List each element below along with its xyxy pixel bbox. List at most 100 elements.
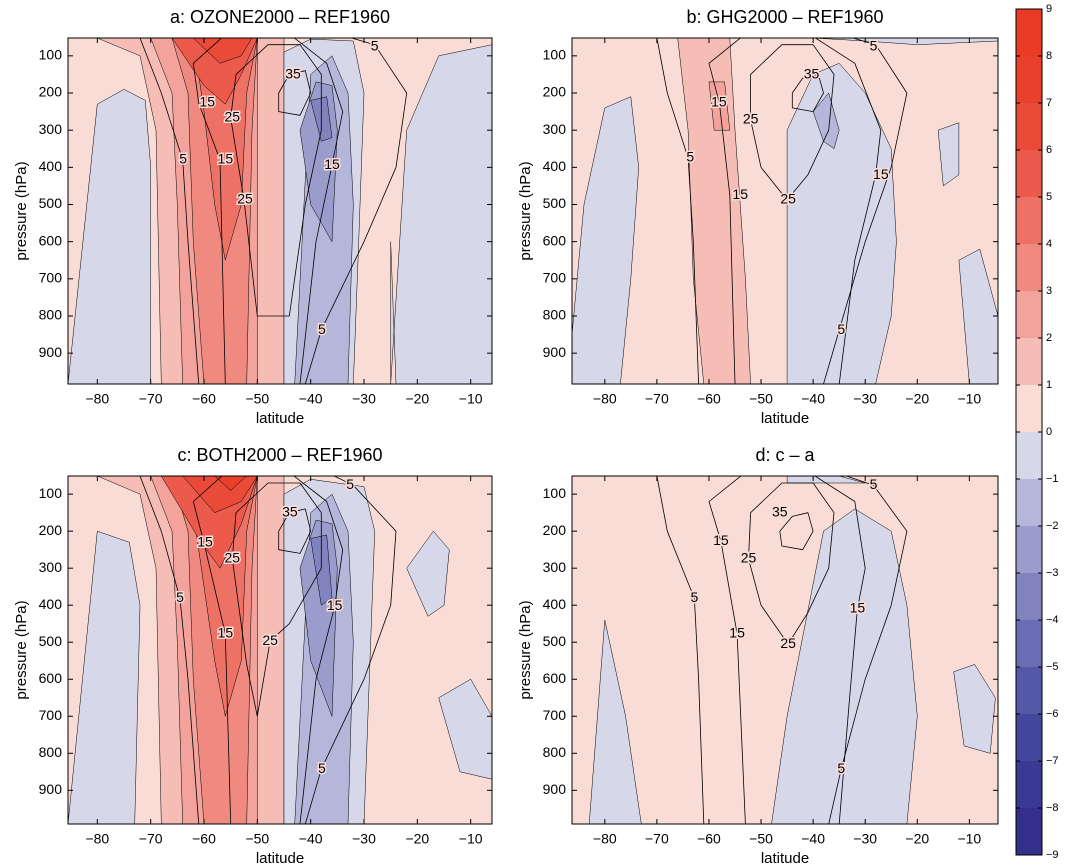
contour-label: 25 xyxy=(262,632,278,648)
colorbar-tick-label: −9 xyxy=(1046,849,1059,861)
y-tick-label: 900 xyxy=(39,344,63,360)
y-tick-label: 600 xyxy=(543,232,567,248)
y-tick-label: 800 xyxy=(543,744,567,760)
contour-line xyxy=(791,74,824,112)
x-tick-label: −80 xyxy=(85,831,109,847)
x-axis-label: latitude xyxy=(761,410,809,427)
x-axis-label: latitude xyxy=(761,850,809,867)
colorbar-tick-label: 7 xyxy=(1046,97,1052,109)
x-tick-label: −10 xyxy=(957,831,981,847)
y-tick-label: 500 xyxy=(543,195,567,211)
x-tick-label: −60 xyxy=(697,391,721,407)
y-tick-label: 300 xyxy=(543,121,567,137)
colorbar-bin xyxy=(1016,526,1042,573)
contour-label: 5 xyxy=(686,149,694,165)
colorbar-tick-label: 5 xyxy=(1046,191,1052,203)
colorbar-bin xyxy=(1016,150,1042,197)
filled-region xyxy=(192,38,253,64)
y-axis-label: pressure (hPa) xyxy=(13,161,30,260)
colorbar-bin xyxy=(1016,291,1042,338)
colorbar-bin xyxy=(1016,432,1042,479)
colorbar: −9 −8 −7 −6 −5 −4 −3 −2 −1 0 1 2 3 4 5 6 7 8 9 xyxy=(1015,3,1059,861)
contour-label: 15 xyxy=(197,534,213,550)
filled-region xyxy=(182,476,258,514)
y-tick-label: 100 xyxy=(543,485,567,501)
plot-frame xyxy=(67,475,493,825)
contour-label: 25 xyxy=(237,191,253,207)
y-tick-label: 500 xyxy=(39,633,63,649)
contour-label: 15 xyxy=(327,597,343,613)
y-tick-label: 100 xyxy=(39,47,63,63)
plot-frame xyxy=(67,37,493,385)
panel: 5 35 15 25 5 15 25 15 5 −80 −70 −60 −50 −40 −30 −20 −10 1… xyxy=(13,7,493,427)
y-tick-label: 500 xyxy=(543,633,567,649)
x-tick-label: −40 xyxy=(801,391,825,407)
x-tick-label: −50 xyxy=(245,831,269,847)
x-tick-label: −20 xyxy=(405,831,429,847)
contour-label: 35 xyxy=(772,504,788,520)
contour-label: 15 xyxy=(732,186,748,202)
contour-line xyxy=(708,476,866,824)
contour-line xyxy=(656,38,908,384)
colorbar-bin xyxy=(1016,244,1042,291)
x-tick-label: −30 xyxy=(352,391,376,407)
contour-label: 25 xyxy=(780,191,796,207)
y-tick-label: 900 xyxy=(39,781,63,797)
filled-region xyxy=(953,664,996,754)
y-tick-label: 800 xyxy=(39,744,63,760)
filled-region xyxy=(214,476,248,491)
contour-line xyxy=(278,70,312,116)
chart-title: d: c – a xyxy=(755,445,815,465)
y-tick-label: 500 xyxy=(39,195,63,211)
x-tick-label: −20 xyxy=(905,831,929,847)
contour-line xyxy=(231,482,322,717)
chart-title: c: BOTH2000 – REF1960 xyxy=(177,445,382,465)
x-tick-label: −70 xyxy=(645,831,669,847)
colorbar-bin xyxy=(1016,103,1042,150)
contour-line xyxy=(139,476,397,824)
x-axis-label: latitude xyxy=(256,410,304,427)
y-tick-label: 300 xyxy=(543,559,567,575)
x-tick-label: −70 xyxy=(645,391,669,407)
contour-label: 15 xyxy=(711,94,727,110)
colorbar-bin xyxy=(1016,573,1042,620)
panel: 5 35 15 25 5 15 25 15 5 −80 −70 −60 −50 −40 −30 −20 −10 1… xyxy=(13,445,493,867)
plot-frame xyxy=(571,475,999,825)
contour-label: 5 xyxy=(176,589,184,605)
contour-line xyxy=(192,476,344,824)
contour-line xyxy=(656,476,908,824)
y-tick-label: 400 xyxy=(39,158,63,174)
filled-region xyxy=(390,44,492,384)
contour-label: 15 xyxy=(729,624,745,640)
x-tick-label: −10 xyxy=(459,391,483,407)
contour-line xyxy=(192,38,344,384)
contour-line xyxy=(708,38,882,384)
y-tick-label: 800 xyxy=(543,307,567,323)
y-tick-label: 300 xyxy=(39,559,63,575)
colorbar-bin xyxy=(1016,338,1042,385)
colorbar-tick-label: −8 xyxy=(1046,802,1059,814)
plot-area xyxy=(572,38,998,384)
plot-area xyxy=(68,38,492,384)
contour-label: 5 xyxy=(690,589,698,605)
contour-label: 5 xyxy=(346,476,354,492)
x-tick-label: −50 xyxy=(749,831,773,847)
x-tick-label: −20 xyxy=(405,391,429,407)
y-tick-label: 700 xyxy=(543,707,567,723)
y-tick-label: 900 xyxy=(543,781,567,797)
colorbar-bin xyxy=(1016,9,1042,56)
plot-area xyxy=(68,476,492,824)
contour-label: 5 xyxy=(837,321,845,337)
panel: 5 35 15 25 5 15 25 15 5 −80 −70 −60 −50 −40 −30 −20 −10 1… xyxy=(517,7,999,427)
colorbar-tick-label: 6 xyxy=(1046,144,1052,156)
contour-label: 15 xyxy=(324,156,340,172)
colorbar-tick-label: −4 xyxy=(1046,614,1059,626)
y-tick-label: 200 xyxy=(39,522,63,538)
colorbar-tick-label: 9 xyxy=(1046,3,1052,15)
y-tick-label: 100 xyxy=(39,485,63,501)
contour-label: 15 xyxy=(850,600,866,616)
colorbar-bin xyxy=(1016,620,1042,667)
colorbar-bin xyxy=(1016,479,1042,526)
contour-label: 25 xyxy=(741,550,757,566)
chart-title: a: OZONE2000 – REF1960 xyxy=(170,7,390,27)
